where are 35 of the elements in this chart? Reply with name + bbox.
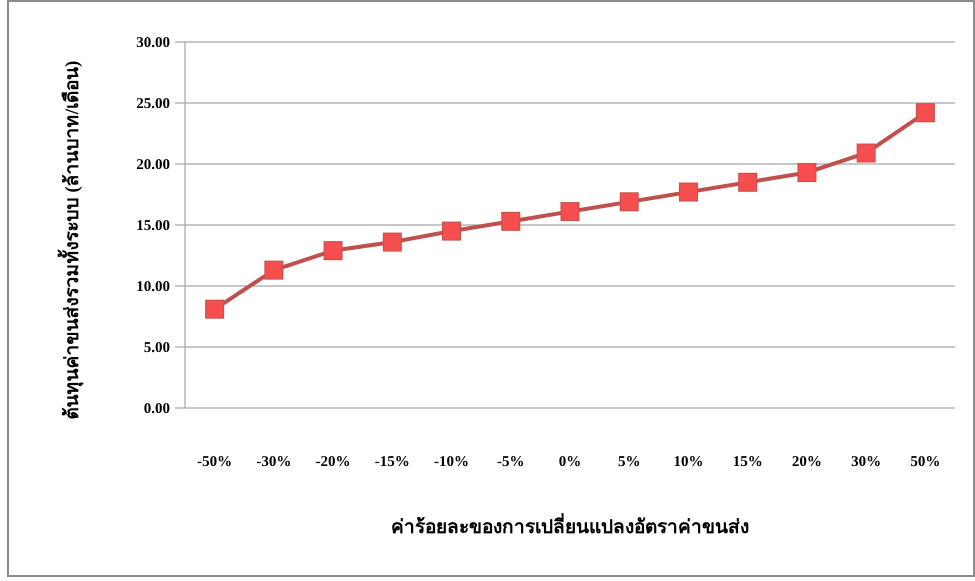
point	[738, 172, 758, 192]
y-tick-label: 10.00	[136, 279, 170, 295]
point	[560, 202, 580, 222]
x-tick-label: -30%	[256, 454, 292, 470]
point	[916, 103, 935, 122]
point	[856, 144, 876, 163]
x-tick-label: 15%	[732, 454, 763, 470]
y-tick-label: 25.00	[136, 96, 170, 112]
x-tick-label: 5%	[618, 454, 640, 470]
x-tick-label: 0%	[558, 454, 582, 470]
x-tick-label: -5%	[497, 454, 525, 470]
x-tick-label: -50%	[197, 454, 232, 470]
x-tick-label: 30%	[851, 454, 882, 470]
y-tick-label: 0.00	[144, 401, 170, 417]
point	[205, 300, 224, 319]
y-tick-label: 15.00	[136, 218, 170, 234]
point	[442, 222, 462, 241]
y-axis-title: ต้นทุนค่าขนส่งรวมทั้งระบบ (ล้านบาท/เดือน)	[57, 60, 84, 420]
point	[324, 241, 343, 260]
point	[797, 163, 816, 182]
x-tick-label: -15%	[374, 454, 410, 470]
point	[678, 182, 698, 202]
point	[382, 232, 402, 252]
point	[501, 212, 520, 231]
x-tick-label: 50%	[910, 454, 940, 470]
x-tick-label: -10%	[434, 454, 470, 470]
x-axis-title: ค่าร้อยละของการเปลี่ยนแปลงอัตราค่าขนส่ง	[391, 513, 749, 538]
x-tick-label: 20%	[792, 454, 822, 470]
y-tick-label: 5.00	[144, 340, 170, 356]
y-tick-label: 30.00	[136, 35, 170, 51]
x-tick-label: -20%	[316, 454, 351, 470]
point	[620, 192, 639, 212]
point	[264, 260, 284, 280]
x-tick-label: 10%	[673, 454, 704, 470]
y-tick-label: 20.00	[136, 157, 170, 173]
